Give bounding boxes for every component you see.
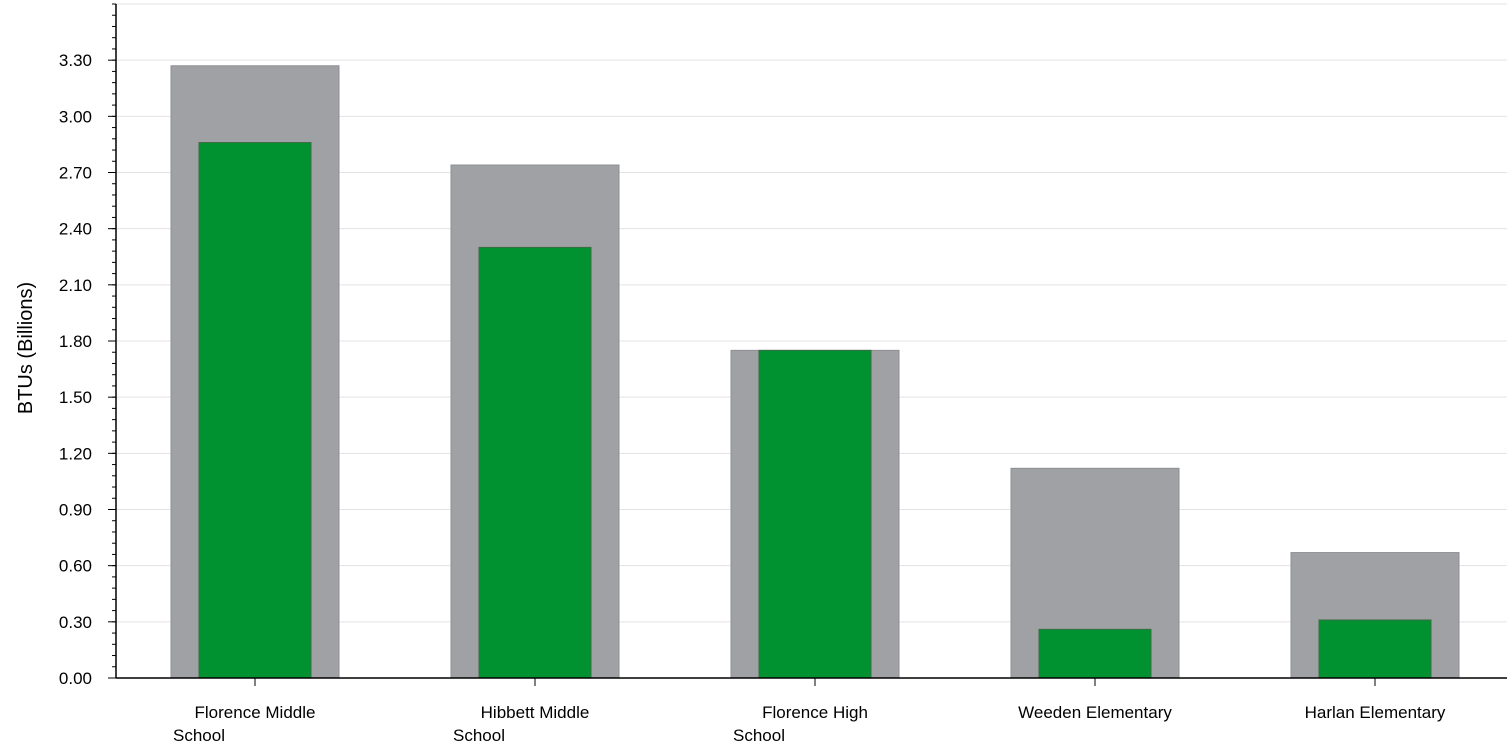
y-tick-label: 3.30: [59, 51, 92, 70]
axes: 0.00 0.30 0.60 0.90 1.20 1.50 1.80 2.10 2.40 2.70…: [59, 3, 1507, 745]
y-tick-label: 1.50: [59, 388, 92, 407]
bar-foreground: [1038, 628, 1152, 679]
y-tick-label: 1.80: [59, 332, 92, 351]
x-tick-label-line: School: [173, 726, 225, 745]
y-tick-label: 1.20: [59, 444, 92, 463]
y-tick-label: 0.90: [59, 501, 92, 520]
y-tick-label: 0.60: [59, 557, 92, 576]
bar-foreground: [198, 142, 312, 679]
x-tick-label-line: Florence Middle: [195, 703, 316, 722]
y-tick-label: 0.30: [59, 613, 92, 632]
x-tick-label-line: Harlan Elementary: [1305, 703, 1446, 722]
bar-foreground: [478, 246, 592, 679]
bars: [170, 65, 1460, 679]
y-tick-label: 3.00: [59, 107, 92, 126]
x-tick-label: Florence High School: [733, 703, 868, 745]
x-tick-label-line: School: [733, 726, 785, 745]
x-tick-label-line: Hibbett Middle: [481, 703, 590, 722]
x-tick-label: Harlan Elementary: [1305, 703, 1446, 722]
x-tick-label: Florence Middle School: [173, 703, 315, 745]
bar-foreground: [758, 349, 872, 679]
y-tick-label: 2.70: [59, 164, 92, 183]
x-tick-label-line: School: [453, 726, 505, 745]
x-tick-label-line: Florence High: [762, 703, 868, 722]
x-tick-label: Weeden Elementary: [1018, 703, 1172, 722]
y-tick-label: 2.10: [59, 276, 92, 295]
y-axis-title: BTUs (Billions): [15, 282, 37, 414]
x-tick-label: Hibbett Middle School: [453, 703, 589, 745]
y-tick-label: 2.40: [59, 220, 92, 239]
bar-foreground: [1318, 619, 1432, 679]
x-tick-label-line: Weeden Elementary: [1018, 703, 1172, 722]
y-tick-label: 0.00: [59, 669, 92, 688]
